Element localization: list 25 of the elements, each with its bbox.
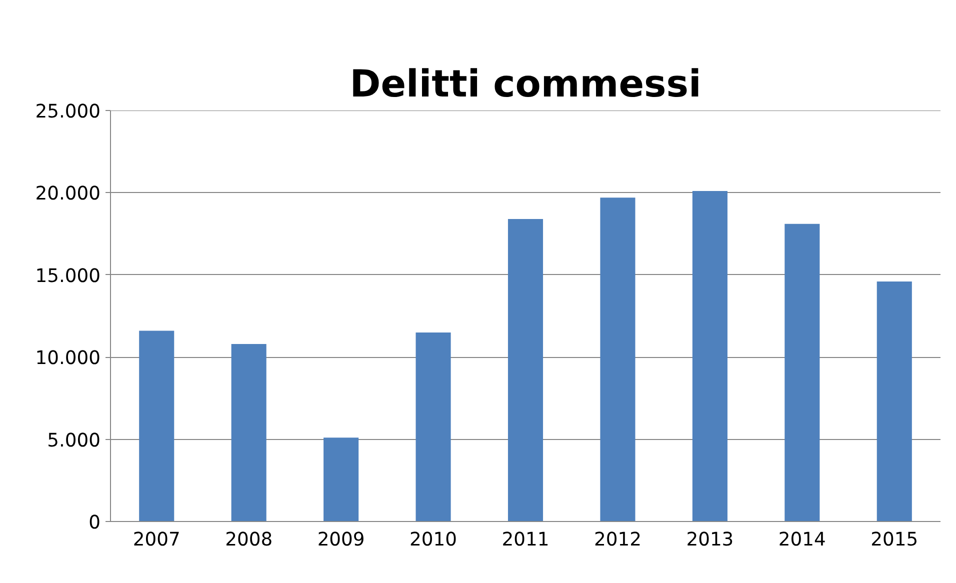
y-tick-label: 5.000 <box>47 430 101 452</box>
x-tick-label: 2015 <box>870 530 918 550</box>
bar <box>876 281 912 522</box>
x-tick-label: 2007 <box>132 530 180 550</box>
chart-title: Delitti commessi <box>350 62 702 106</box>
bar <box>324 438 359 522</box>
y-tick-label: 15.000 <box>35 266 101 287</box>
y-tick-label: 10.000 <box>35 348 101 370</box>
bar <box>139 330 174 522</box>
y-tick-label: 20.000 <box>35 184 101 205</box>
bar <box>784 224 820 522</box>
bar <box>231 344 266 522</box>
x-tick-label: 2013 <box>686 530 734 550</box>
y-tick-label: 25.000 <box>35 102 101 122</box>
x-tick-label: 2008 <box>225 530 273 550</box>
x-tick-label: 2014 <box>778 530 826 550</box>
x-tick-label: 2012 <box>594 530 642 550</box>
bar <box>600 198 636 522</box>
x-tick-label: 2011 <box>502 530 550 550</box>
bar <box>692 191 728 522</box>
y-tick-label: 0 <box>88 512 101 534</box>
x-tick-label: 2010 <box>410 530 458 550</box>
x-tick-label: 2009 <box>317 530 365 550</box>
bar <box>416 332 451 522</box>
bar <box>508 219 544 522</box>
